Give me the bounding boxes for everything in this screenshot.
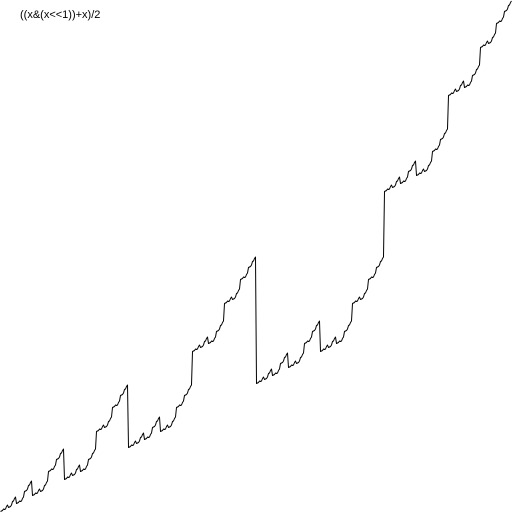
chart-title: ((x&(x<<1))+x)/2 xyxy=(20,9,101,21)
